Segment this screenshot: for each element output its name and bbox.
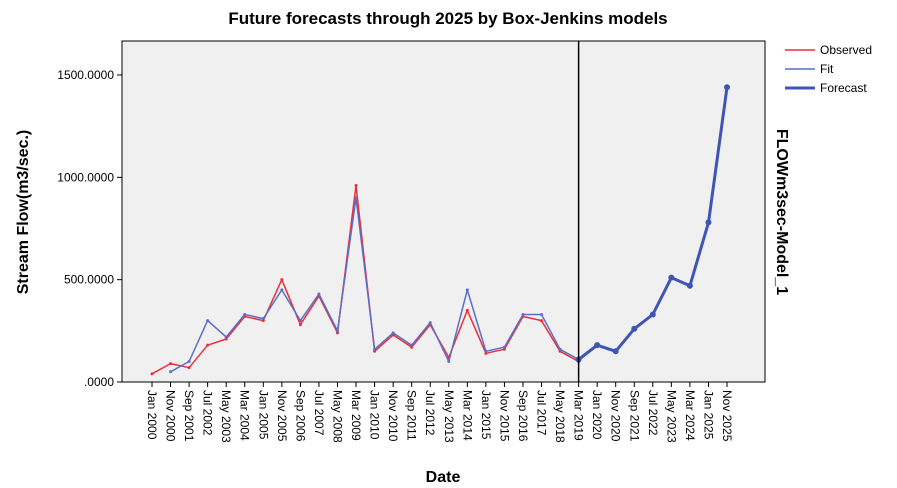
fit-point: [187, 360, 191, 364]
fit-point: [335, 329, 339, 333]
x-tick-label: Sep 2021: [627, 390, 641, 442]
x-tick-label: Sep 2011: [405, 390, 419, 441]
x-tick-label: Mar 2014: [460, 390, 474, 441]
y-tick-label: 1500.0000: [57, 68, 114, 82]
observed-point: [169, 362, 173, 366]
x-tick-label: Mar 2024: [683, 390, 697, 441]
y-tick-label: 500.0000: [64, 273, 114, 287]
series-layer: [150, 84, 730, 376]
observed-point: [187, 366, 191, 370]
x-tick-label: Jul 2002: [201, 390, 215, 436]
y-tick-label: .0000: [84, 375, 114, 389]
x-tick-label: May 2013: [442, 390, 456, 443]
x-tick-label: Jan 2010: [368, 390, 382, 440]
x-tick-label: Jul 2017: [535, 390, 549, 436]
legend-label-observed: Observed: [820, 43, 872, 57]
x-tick-label: May 2008: [330, 390, 344, 443]
x-tick-label: Sep 2001: [182, 390, 196, 442]
fit-point: [410, 343, 414, 347]
forecast-point: [724, 84, 730, 91]
x-tick-label: Mar 2019: [572, 390, 586, 441]
x-tick-label: May 2018: [553, 390, 567, 443]
observed-point: [150, 372, 154, 376]
observed-point: [280, 278, 284, 282]
x-axis-title: Date: [426, 469, 461, 486]
fit-point: [447, 360, 451, 364]
forecast-point: [612, 348, 619, 355]
fit-point: [502, 345, 506, 349]
y-tick-label: 1000.0000: [57, 170, 114, 184]
x-tick-label: Jan 2005: [256, 390, 270, 440]
x-tick-label: Nov 2005: [275, 390, 289, 442]
model-label: FLOWm3sec-Model_1: [773, 129, 790, 295]
chart-title: Future forecasts through 2025 by Box-Jen…: [228, 9, 667, 28]
fit-point: [521, 312, 525, 316]
x-tick-label: May 2003: [219, 390, 233, 443]
x-tick-label: Jul 2007: [312, 390, 326, 436]
x-tick-label: Nov 2025: [720, 390, 734, 442]
x-axis: Jan 2000 Nov 2000 Sep 2001 Jul 2002 May 2003…: [145, 382, 734, 443]
fit-point: [428, 321, 432, 325]
fit-point: [465, 288, 469, 292]
fit-point: [243, 312, 247, 316]
observed-point: [354, 184, 358, 188]
x-tick-label: Nov 2020: [609, 390, 623, 442]
x-tick-label: Jan 2020: [590, 390, 604, 440]
forecast-point: [705, 219, 712, 226]
x-tick-label: Nov 2015: [497, 390, 511, 442]
fit-point: [558, 347, 562, 351]
x-tick-label: Jul 2022: [646, 390, 660, 436]
plot-area: [121, 40, 766, 383]
x-tick-label: Nov 2010: [386, 390, 400, 442]
fit-point: [280, 288, 284, 292]
forecast-point: [686, 282, 693, 289]
fit-point: [373, 347, 377, 351]
y-axis: .0000 500.0000 1000.0000 1500.0000: [57, 68, 122, 389]
observed-point: [206, 343, 210, 347]
observed-point: [540, 319, 544, 323]
x-tick-label: Jan 2015: [479, 390, 493, 440]
x-tick-label: May 2023: [664, 390, 678, 443]
x-tick-label: Mar 2004: [238, 390, 252, 441]
fit-point: [317, 292, 321, 296]
x-tick-label: Sep 2016: [516, 390, 530, 442]
fit-point: [391, 331, 395, 335]
fit-point: [354, 196, 358, 200]
x-tick-label: Sep 2006: [293, 390, 307, 442]
forecast-point: [631, 325, 638, 332]
forecast-point: [649, 311, 656, 318]
fit-point: [169, 370, 173, 374]
legend: Observed Fit Forecast: [785, 43, 872, 95]
fit-point: [261, 317, 265, 321]
forecast-point: [594, 342, 601, 349]
fit-point: [224, 335, 228, 339]
y-axis-title: Stream Flow(m3/sec.): [15, 130, 32, 295]
observed-point: [465, 308, 469, 312]
observed-point: [298, 323, 302, 327]
fit-point: [540, 312, 544, 316]
fit-point: [206, 319, 210, 323]
legend-label-forecast: Forecast: [820, 81, 867, 95]
x-tick-label: Mar 2009: [349, 390, 363, 441]
forecast-point: [668, 274, 675, 281]
legend-label-fit: Fit: [820, 62, 834, 76]
x-tick-label: Jan 2025: [701, 390, 715, 440]
x-tick-label: Jan 2000: [145, 390, 159, 440]
x-tick-label: Jul 2012: [423, 390, 437, 436]
fit-point: [484, 349, 488, 353]
fit-point: [298, 319, 302, 323]
x-tick-label: Nov 2000: [164, 390, 178, 442]
